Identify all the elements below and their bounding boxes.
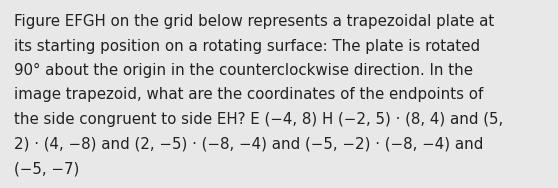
- Text: the side congruent to side EH? E (−4, 8) H (−2, 5) · (8, 4) and (5,: the side congruent to side EH? E (−4, 8)…: [14, 112, 503, 127]
- Text: Figure EFGH on the grid below represents a trapezoidal plate at: Figure EFGH on the grid below represents…: [14, 14, 494, 29]
- Text: 90° about the origin in the counterclockwise direction. In the: 90° about the origin in the counterclock…: [14, 63, 473, 78]
- Text: image trapezoid, what are the coordinates of the endpoints of: image trapezoid, what are the coordinate…: [14, 87, 483, 102]
- Text: its starting position on a rotating surface: The plate is rotated: its starting position on a rotating surf…: [14, 39, 480, 54]
- Text: (−5, −7): (−5, −7): [14, 161, 79, 176]
- Text: 2) · (4, −8) and (2, −5) · (−8, −4) and (−5, −2) · (−8, −4) and: 2) · (4, −8) and (2, −5) · (−8, −4) and …: [14, 136, 483, 152]
